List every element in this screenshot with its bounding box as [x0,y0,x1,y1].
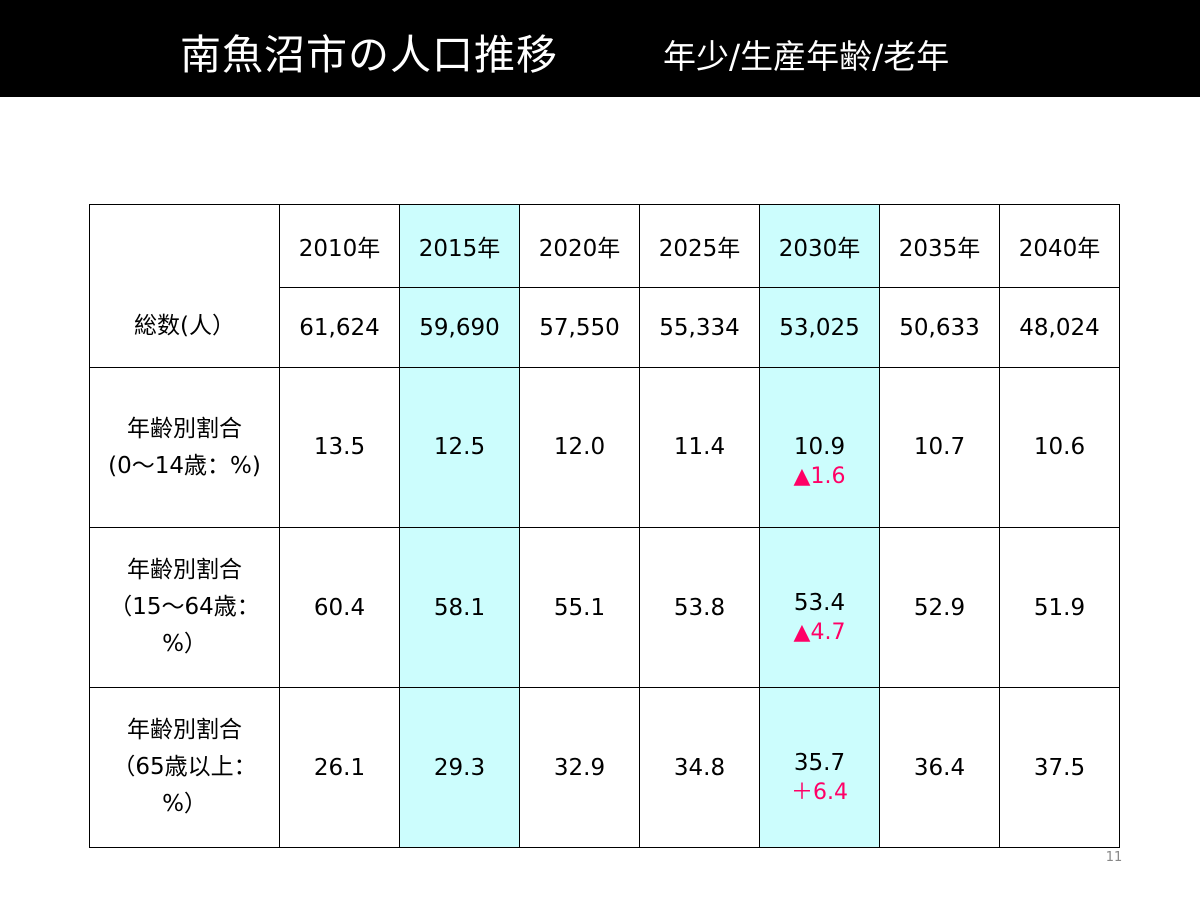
change-indicator: ▲4.7 [793,620,846,645]
table-row: 61,624 59,690 57,550 55,334 53,025 50,63… [90,287,1120,368]
value-cell: 50,633 [879,287,1000,368]
value-cell: 32.9 [519,687,640,848]
row-label: （15～64歳： [109,594,260,620]
value-cell: 55.1 [519,527,640,688]
year-header: 2040年 [999,204,1120,288]
value-cell: 52.9 [879,527,1000,688]
row-header-age-65-plus: 年齢別割合 （65歳以上： %） [89,687,280,848]
year-header: 2025年 [639,204,760,288]
value-cell: 12.0 [519,367,640,528]
row-label: %） [162,631,207,657]
table-row: 年齢別割合 (0～14歳：%) 13.5 12.5 12.0 11.4 10.9… [89,367,1120,528]
population-table: 総数(人） 2010年 2015年 2020年 2025年 2030年 2035… [89,204,1120,848]
value-cell: 53,025 [759,287,880,368]
value-cell: 11.4 [639,367,760,528]
value-cell: 53.8 [639,527,760,688]
page-number: 11 [1105,850,1123,865]
value-cell: 51.9 [999,527,1120,688]
value-cell: 61,624 [279,287,400,368]
row-label: 年齢別割合 [127,557,242,583]
header-row: 総数(人） 2010年 2015年 2020年 2025年 2030年 2035… [89,204,1120,368]
value-cell: 12.5 [399,367,520,528]
value-cell: 10.9 ▲1.6 [759,367,880,528]
year-header: 2010年 [279,204,400,288]
change-indicator: ▲1.6 [793,464,846,489]
value-cell: 13.5 [279,367,400,528]
title-bar: 南魚沼市の人口推移 年少/生産年齢/老年 [0,0,1200,97]
row-label: 年齢別割合 [127,717,242,743]
year-header: 2030年 [759,204,880,288]
row-label: (0～14歳：%) [108,452,261,479]
value-cell: 48,024 [999,287,1120,368]
value-cell: 10.6 [999,367,1120,528]
year-header: 2035年 [879,204,1000,288]
row-label: 年齢別割合 [127,415,242,442]
value-cell: 57,550 [519,287,640,368]
value-cell: 34.8 [639,687,760,848]
value-cell: 53.4 ▲4.7 [759,527,880,688]
slide-subtitle: 年少/生産年齢/老年 [663,37,950,76]
value-cell: 35.7 ＋6.4 [759,687,880,848]
value-cell: 60.4 [279,527,400,688]
table-row: 年齢別割合 （65歳以上： %） 26.1 29.3 32.9 34.8 35.… [89,687,1120,848]
slide-title: 南魚沼市の人口推移 [180,31,558,79]
row-header-age-15-64: 年齢別割合 （15～64歳： %） [89,527,280,688]
row-label: 総数(人） [134,313,235,339]
row-header-total: 総数(人） [89,204,280,368]
value-cell: 26.1 [279,687,400,848]
value-cell: 10.7 [879,367,1000,528]
value-cell: 59,690 [399,287,520,368]
value-cell: 37.5 [999,687,1120,848]
year-header: 2015年 [399,204,520,288]
row-header-age-0-14: 年齢別割合 (0～14歳：%) [89,367,280,528]
year-header: 2020年 [519,204,640,288]
table-row: 年齢別割合 （15～64歳： %） 60.4 58.1 55.1 53.8 53… [89,527,1120,688]
value-cell: 55,334 [639,287,760,368]
row-label: %） [162,791,207,817]
value-cell: 58.1 [399,527,520,688]
row-label: （65歳以上： [112,754,257,780]
change-indicator: ＋6.4 [791,780,848,805]
value-cell: 36.4 [879,687,1000,848]
value-cell: 29.3 [399,687,520,848]
